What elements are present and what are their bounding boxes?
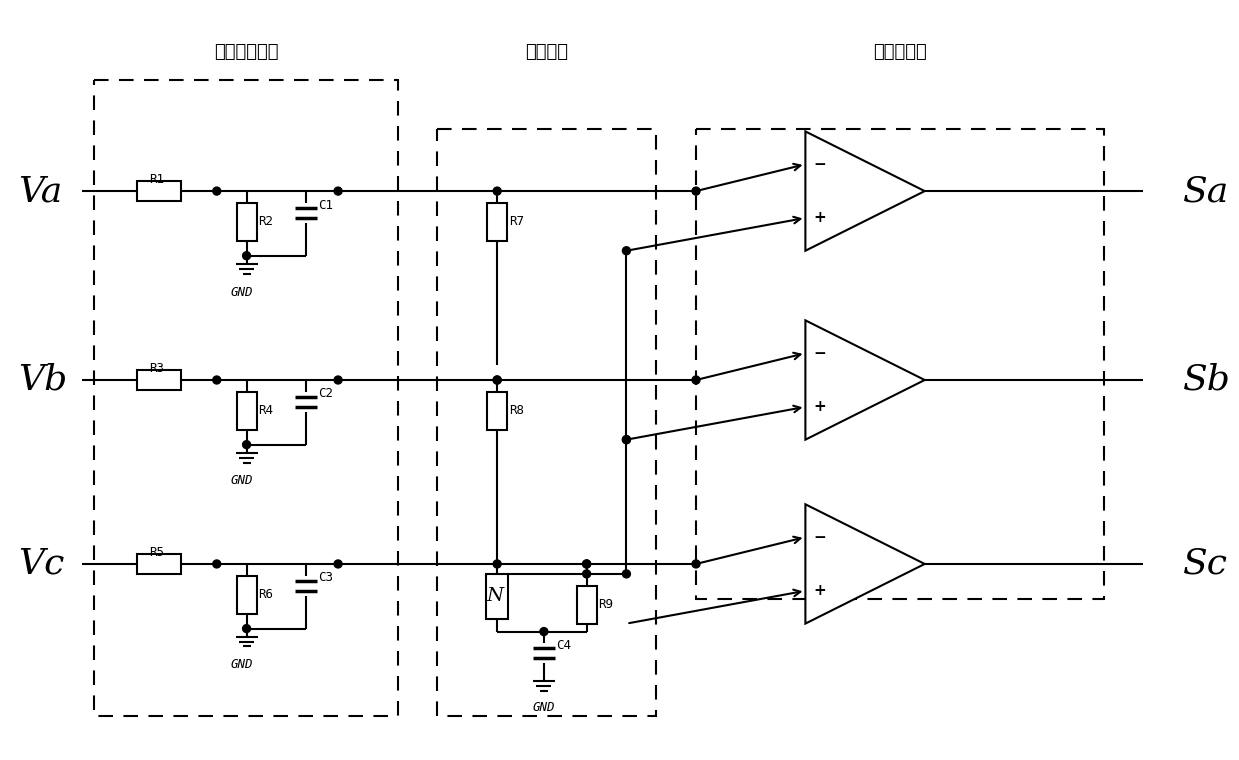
Bar <box>486 574 508 619</box>
Bar <box>237 576 256 613</box>
Circle shape <box>493 376 501 384</box>
Text: −: − <box>813 157 825 172</box>
Bar <box>94 80 398 716</box>
Circle shape <box>582 570 591 578</box>
Text: R8: R8 <box>509 404 524 417</box>
Text: GND: GND <box>533 701 555 714</box>
Text: +: + <box>813 211 825 226</box>
Circle shape <box>622 435 631 444</box>
Polygon shape <box>805 131 924 251</box>
Text: +: + <box>813 399 825 414</box>
Text: Vb: Vb <box>17 363 67 397</box>
Circle shape <box>335 187 342 195</box>
Text: N: N <box>487 587 504 605</box>
Text: GND: GND <box>230 286 253 299</box>
Bar <box>487 392 507 429</box>
Text: 电压比较器: 电压比较器 <box>873 43 927 61</box>
Text: +: + <box>813 583 825 598</box>
Bar <box>576 586 597 624</box>
Text: R2: R2 <box>259 215 274 229</box>
Circle shape <box>622 435 631 444</box>
Text: R3: R3 <box>149 362 164 375</box>
Circle shape <box>693 187 700 195</box>
Circle shape <box>213 560 221 568</box>
Text: R1: R1 <box>149 173 164 185</box>
Text: Sa: Sa <box>1183 174 1229 208</box>
Text: C4: C4 <box>556 639 571 652</box>
Bar <box>437 129 657 716</box>
Bar <box>237 392 256 429</box>
Text: 分压滤波电路: 分压滤波电路 <box>214 43 279 61</box>
Text: Sb: Sb <box>1183 363 1232 397</box>
Text: −: − <box>813 530 825 545</box>
Bar <box>237 203 256 241</box>
Text: R9: R9 <box>598 598 613 611</box>
Text: GND: GND <box>230 658 253 671</box>
Circle shape <box>582 560 591 568</box>
Text: R5: R5 <box>149 546 164 559</box>
Text: Vc: Vc <box>17 547 64 581</box>
Text: GND: GND <box>230 474 253 487</box>
Polygon shape <box>805 505 924 624</box>
Circle shape <box>540 628 548 635</box>
Circle shape <box>213 376 221 384</box>
Bar <box>138 181 181 201</box>
Circle shape <box>335 376 342 384</box>
Bar <box>487 203 507 241</box>
Text: Va: Va <box>17 174 62 208</box>
Text: R7: R7 <box>509 215 524 229</box>
Text: R4: R4 <box>259 404 274 417</box>
Circle shape <box>493 560 501 568</box>
Bar <box>696 129 1104 599</box>
Polygon shape <box>805 321 924 439</box>
Circle shape <box>582 560 591 568</box>
Text: R6: R6 <box>259 588 274 601</box>
Text: 运算电路: 运算电路 <box>525 43 569 61</box>
Text: C1: C1 <box>318 198 333 211</box>
Bar <box>138 554 181 574</box>
Circle shape <box>493 376 501 384</box>
Circle shape <box>243 625 250 632</box>
Circle shape <box>213 187 221 195</box>
Text: −: − <box>813 346 825 361</box>
Text: Sc: Sc <box>1183 547 1228 581</box>
Text: C2: C2 <box>318 388 333 401</box>
Circle shape <box>622 247 631 255</box>
Circle shape <box>243 252 250 260</box>
Circle shape <box>693 376 700 384</box>
Circle shape <box>622 570 631 578</box>
Bar <box>138 370 181 390</box>
Text: C3: C3 <box>318 572 333 584</box>
Circle shape <box>335 560 342 568</box>
Circle shape <box>493 187 501 195</box>
Circle shape <box>243 441 250 448</box>
Circle shape <box>693 560 700 568</box>
